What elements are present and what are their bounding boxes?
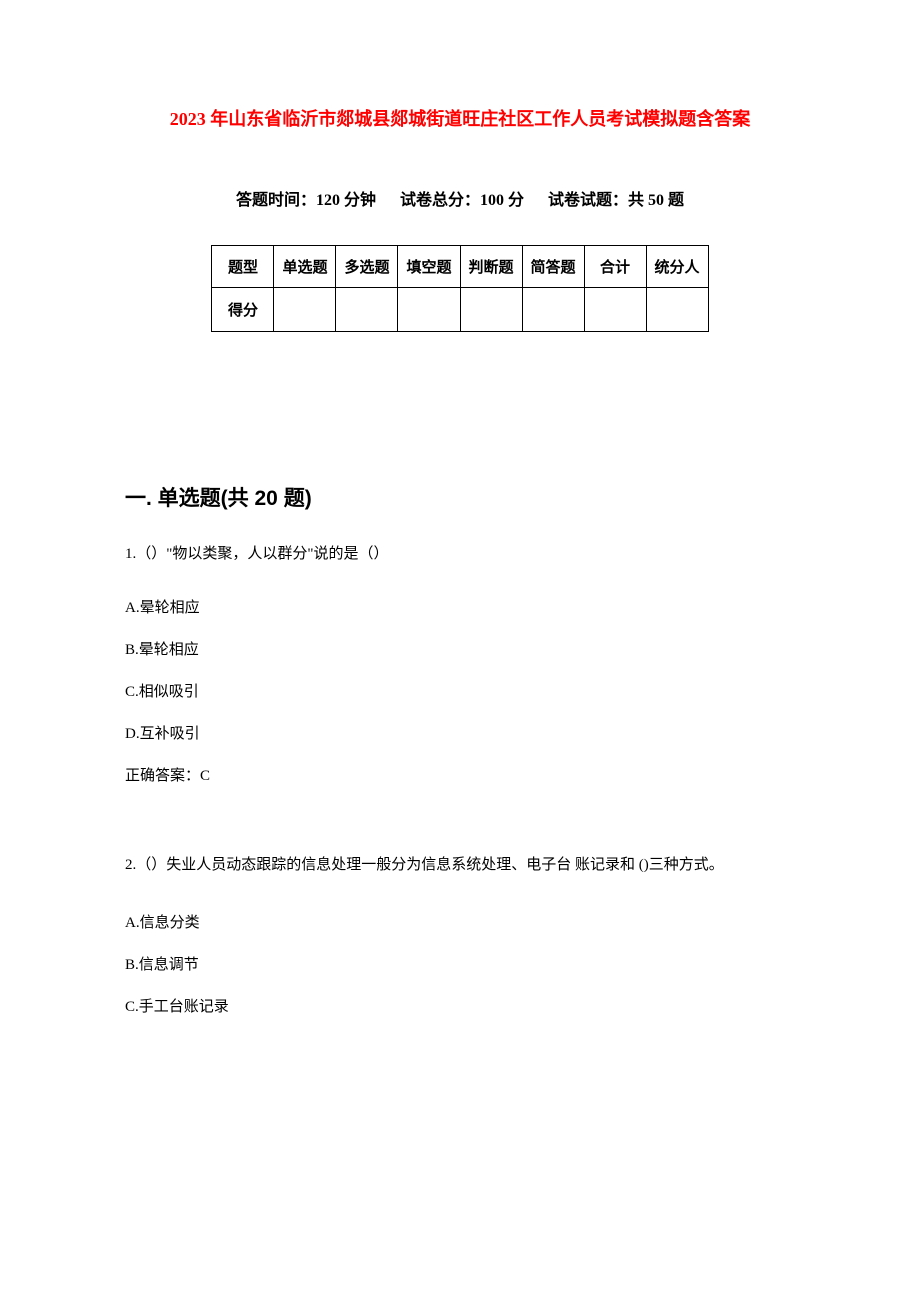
col-single: 单选题 [274,246,336,288]
exam-count: 试卷试题：共 50 题 [548,192,684,209]
col-judge: 判断题 [460,246,522,288]
question-1: 1.（）"物以类聚，人以群分"说的是（） A.晕轮相应 B.晕轮相应 C.相似吸… [125,542,795,788]
score-cell [274,288,336,332]
section-1-header: 一. 单选题(共 20 题) [125,482,795,512]
q1-option-a: A.晕轮相应 [125,596,795,620]
score-cell [522,288,584,332]
score-table: 题型 单选题 多选题 填空题 判断题 简答题 合计 统分人 得分 [211,245,708,332]
exam-total: 试卷总分：100 分 [400,192,524,209]
score-cell [584,288,646,332]
table-header-row: 题型 单选题 多选题 填空题 判断题 简答题 合计 统分人 [212,246,708,288]
q1-text: 1.（）"物以类聚，人以群分"说的是（） [125,542,795,566]
col-scorer: 统分人 [646,246,708,288]
q1-option-b: B.晕轮相应 [125,638,795,662]
q2-option-c: C.手工台账记录 [125,995,795,1019]
col-type: 题型 [212,246,274,288]
score-cell [336,288,398,332]
score-cell [646,288,708,332]
q1-option-d: D.互补吸引 [125,722,795,746]
score-cell [460,288,522,332]
document-title: 2023 年山东省临沂市郯城县郯城街道旺庄社区工作人员考试模拟题含答案 [125,105,795,131]
q2-option-b: B.信息调节 [125,953,795,977]
score-cell [398,288,460,332]
q1-answer: 正确答案：C [125,764,795,788]
col-fill: 填空题 [398,246,460,288]
table-score-row: 得分 [212,288,708,332]
score-label: 得分 [212,288,274,332]
q2-text: 2.（）失业人员动态跟踪的信息处理一般分为信息系统处理、电子台 账记录和 ()三… [125,848,795,883]
exam-time: 答题时间：120 分钟 [236,192,376,209]
q1-option-c: C.相似吸引 [125,680,795,704]
col-total: 合计 [584,246,646,288]
col-multi: 多选题 [336,246,398,288]
q2-option-a: A.信息分类 [125,911,795,935]
col-short: 简答题 [522,246,584,288]
question-2: 2.（）失业人员动态跟踪的信息处理一般分为信息系统处理、电子台 账记录和 ()三… [125,848,795,1019]
exam-meta: 答题时间：120 分钟 试卷总分：100 分 试卷试题：共 50 题 [125,186,795,210]
